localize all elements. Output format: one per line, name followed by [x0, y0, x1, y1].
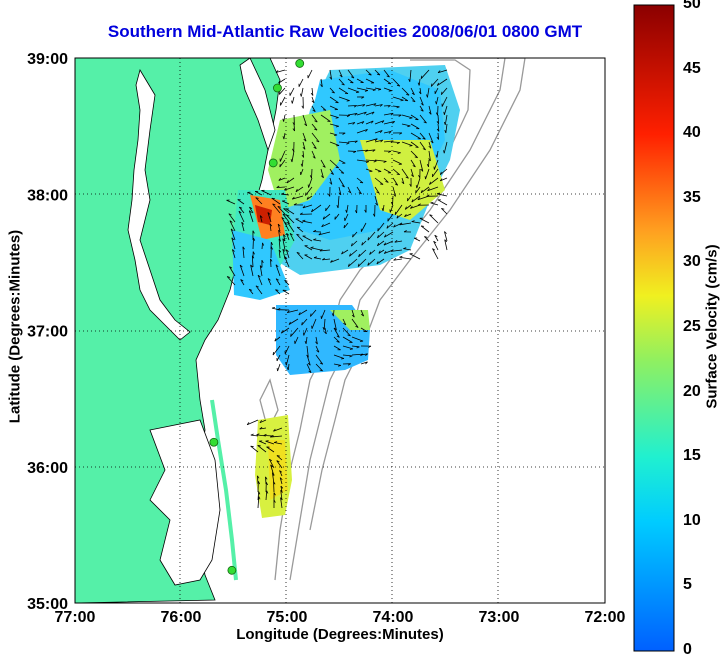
colorbar-tick-label: 10: [683, 511, 701, 529]
y-tick-label: 39:00: [27, 51, 68, 68]
velocity-field: [232, 65, 460, 518]
chart-title: Southern Mid-Atlantic Raw Velocities 200…: [107, 22, 583, 41]
colorbar-tick-label: 0: [683, 641, 692, 658]
x-tick-labels: 77:00 76:00 75:00 74:00 73:00 72:00: [55, 609, 626, 626]
x-tick-label: 75:00: [267, 609, 308, 626]
pamlico-sound: [149, 419, 221, 586]
colorbar-tick-label: 45: [683, 59, 701, 77]
axes-frame: [74, 57, 606, 604]
y-tick-labels: 39:00 38:00 37:00 36:00 35:00: [27, 51, 68, 613]
velocity-arrows: [226, 69, 448, 509]
colorbar-tick-label: 25: [683, 318, 701, 335]
outer-banks: [210, 399, 238, 581]
delaware-bay: [239, 58, 276, 152]
radar-station-marker: [295, 59, 305, 68]
bathymetry-contours: [259, 58, 526, 581]
radar-stations: [209, 59, 305, 575]
y-axis-label: Latitude (Degrees:Minutes): [6, 229, 24, 424]
x-tick-label: 72:00: [585, 609, 626, 626]
colorbar-tick-label: 50: [683, 0, 701, 12]
radar-station-marker: [227, 565, 237, 575]
colorbar-tick-label: 5: [683, 576, 692, 594]
colorbar-tick-label: 20: [683, 382, 701, 400]
colorbar-label: Surface Velocity (cm/s): [703, 244, 721, 409]
colorbar-tick-label: 15: [683, 447, 701, 465]
radar-station-marker: [268, 158, 278, 168]
radar-station-marker: [209, 437, 219, 447]
chesapeake-bay: [127, 68, 191, 341]
y-tick-label: 37:00: [27, 324, 68, 341]
colorbar-tick-label: 30: [683, 253, 701, 271]
x-tick-label: 74:00: [373, 609, 414, 626]
colorbar-tick-label: 35: [683, 188, 701, 206]
x-axis-label: Longitude (Degrees:Minutes): [236, 626, 444, 643]
grid-lines: [75, 58, 605, 603]
radar-station-marker: [273, 83, 282, 93]
y-tick-label: 38:00: [27, 187, 68, 204]
y-tick-label: 36:00: [27, 460, 68, 477]
colorbar: [633, 4, 675, 652]
x-tick-label: 76:00: [161, 609, 202, 626]
colorbar-tick-label: 40: [683, 124, 701, 142]
x-tick-label: 77:00: [55, 609, 96, 626]
x-tick-label: 73:00: [479, 609, 520, 626]
y-tick-label: 35:00: [27, 596, 68, 613]
